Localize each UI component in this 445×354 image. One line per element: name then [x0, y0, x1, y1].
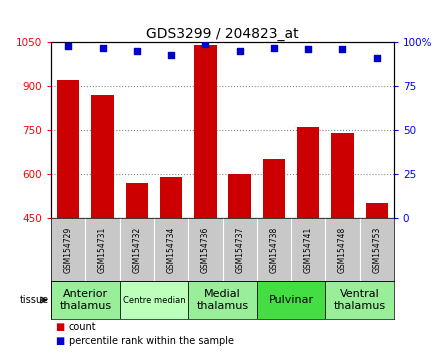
- Text: Ventral
thalamus: Ventral thalamus: [333, 289, 386, 311]
- Bar: [120, 281, 188, 319]
- Bar: [91, 95, 114, 218]
- Point: [236, 48, 243, 54]
- Text: GSM154738: GSM154738: [269, 227, 279, 273]
- Text: GSM154736: GSM154736: [201, 226, 210, 273]
- Point: [339, 47, 346, 52]
- Text: Centre median: Centre median: [123, 296, 185, 304]
- Point: [168, 52, 175, 58]
- Text: GSM154741: GSM154741: [303, 227, 313, 273]
- Text: ■: ■: [56, 336, 65, 346]
- Text: GSM154731: GSM154731: [98, 227, 107, 273]
- Text: count: count: [69, 322, 97, 332]
- Bar: [125, 183, 148, 218]
- Title: GDS3299 / 204823_at: GDS3299 / 204823_at: [146, 28, 299, 41]
- Text: GSM154734: GSM154734: [166, 226, 176, 273]
- Bar: [194, 45, 217, 218]
- Text: GSM154748: GSM154748: [338, 227, 347, 273]
- Text: GSM154732: GSM154732: [132, 227, 142, 273]
- Text: GSM154753: GSM154753: [372, 226, 381, 273]
- Point: [202, 41, 209, 47]
- Text: Medial
thalamus: Medial thalamus: [196, 289, 249, 311]
- Bar: [257, 281, 325, 319]
- Text: ■: ■: [56, 322, 65, 332]
- Bar: [51, 281, 120, 319]
- Bar: [331, 133, 354, 218]
- Text: Anterior
thalamus: Anterior thalamus: [59, 289, 112, 311]
- Point: [305, 47, 312, 52]
- Bar: [325, 281, 394, 319]
- Text: Pulvinar: Pulvinar: [268, 295, 314, 305]
- Point: [65, 43, 72, 49]
- Point: [271, 45, 278, 51]
- Bar: [365, 203, 388, 218]
- Text: GSM154729: GSM154729: [64, 227, 73, 273]
- Text: percentile rank within the sample: percentile rank within the sample: [69, 336, 234, 346]
- Bar: [188, 281, 257, 319]
- Point: [373, 56, 380, 61]
- Point: [99, 45, 106, 51]
- Point: [134, 48, 141, 54]
- Bar: [160, 177, 182, 218]
- Bar: [228, 174, 251, 218]
- Bar: [57, 80, 80, 218]
- Bar: [263, 159, 285, 218]
- Bar: [297, 127, 320, 218]
- Text: tissue: tissue: [20, 295, 49, 305]
- Text: GSM154737: GSM154737: [235, 226, 244, 273]
